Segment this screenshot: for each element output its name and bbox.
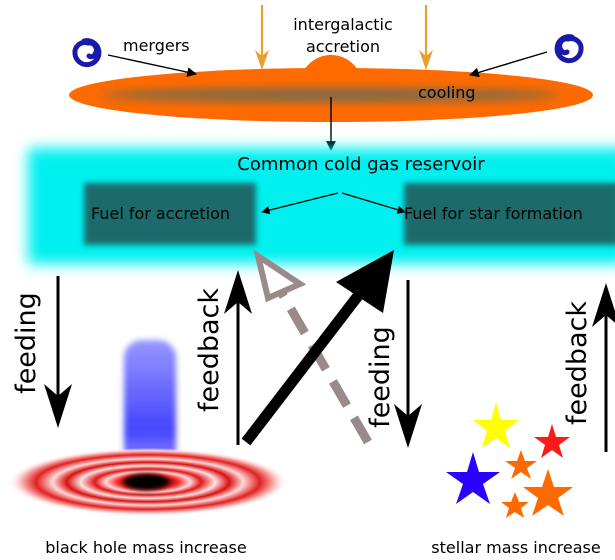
star-orange-tiny [501, 492, 529, 518]
feeding-arrow-left [44, 276, 72, 428]
feeding-arrow-right [394, 280, 422, 448]
cooling-label: cooling [418, 83, 476, 102]
reservoir-label: Common cold gas reservoir [237, 154, 485, 175]
feeding-label-left: feeding [11, 292, 42, 394]
star-yellow [473, 402, 519, 448]
spiral-galaxy-icon-right [554, 34, 584, 64]
big-diagonal-arrow [241, 250, 394, 446]
stellar-mass-increase-label: stellar mass increase [431, 538, 600, 557]
fuel-accretion-label: Fuel for accretion [91, 204, 230, 223]
spiral-galaxy-icon-left [72, 38, 102, 68]
star-orange-large [523, 469, 573, 516]
accretion-arrow-right [419, 5, 433, 70]
feedback-label-right: feedback [562, 301, 593, 425]
star-orange-small [505, 450, 537, 479]
merger-arrow-right [469, 51, 548, 78]
feedback-arrow-left [224, 270, 252, 445]
bh-mass-increase-label: black hole mass increase [45, 538, 246, 557]
accretion-arrow-left [255, 5, 269, 70]
galaxy [69, 55, 593, 122]
stars-cluster [446, 402, 573, 518]
merger-arrow-left [107, 54, 197, 77]
accretion-label-line1: intergalactic [293, 15, 393, 34]
fuel-star-formation-box [404, 183, 615, 245]
mergers-label: mergers [123, 36, 190, 55]
reservoir-to-accretion-arrow [261, 192, 339, 215]
reservoir-to-star-formation-arrow [341, 192, 406, 214]
feedback-label-left: feedback [194, 288, 225, 412]
fuel-star-formation-label: Fuel for star formation [404, 204, 583, 223]
star-blue [446, 452, 500, 504]
accretion-label-line2: accretion [306, 37, 380, 56]
feeding-label-right: feeding [365, 326, 396, 428]
feedback-arrow-right [592, 283, 615, 452]
black-hole-illustration [8, 340, 288, 516]
fuel-accretion-box [84, 183, 256, 245]
dashed-diagonal-arrow [253, 249, 372, 445]
star-red [534, 424, 570, 458]
black-hole-center [124, 474, 168, 490]
galaxy-core-band [101, 88, 561, 102]
